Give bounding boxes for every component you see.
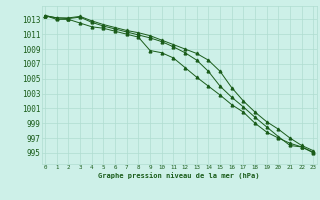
X-axis label: Graphe pression niveau de la mer (hPa): Graphe pression niveau de la mer (hPa): [99, 172, 260, 179]
